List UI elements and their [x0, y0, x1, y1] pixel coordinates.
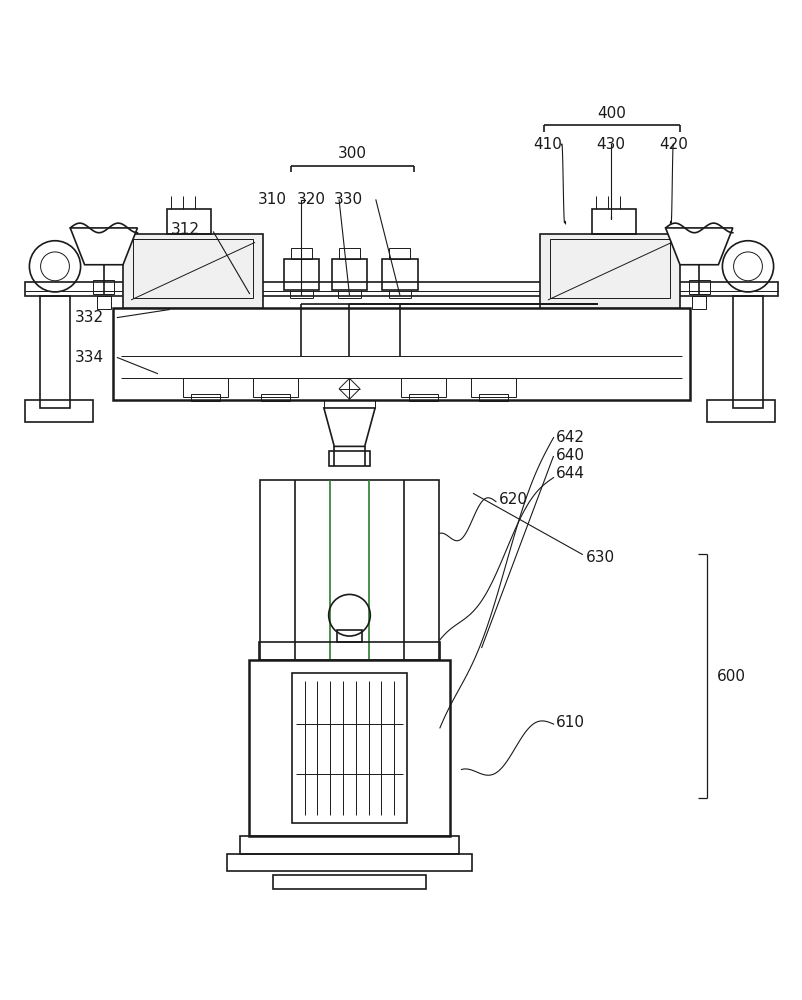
Text: 400: 400: [597, 106, 626, 121]
Bar: [408, 394, 437, 401]
Bar: [26, 400, 93, 422]
Bar: [259, 642, 439, 660]
Text: 620: 620: [499, 492, 528, 508]
Bar: [260, 480, 439, 672]
Bar: [336, 630, 362, 642]
Bar: [240, 836, 459, 854]
Text: 610: 610: [555, 715, 584, 730]
Text: 320: 320: [296, 192, 325, 207]
Bar: [691, 296, 706, 309]
Bar: [167, 209, 211, 234]
Bar: [479, 394, 508, 401]
Polygon shape: [70, 228, 137, 265]
Text: 310: 310: [257, 192, 286, 207]
Text: 430: 430: [596, 137, 625, 152]
Text: 644: 644: [555, 466, 584, 481]
Text: 600: 600: [716, 669, 745, 684]
Bar: [471, 378, 516, 397]
Bar: [338, 248, 359, 259]
Bar: [123, 234, 263, 308]
Bar: [707, 400, 774, 422]
Bar: [183, 378, 228, 397]
Text: 640: 640: [555, 448, 584, 463]
Polygon shape: [665, 228, 732, 265]
Bar: [323, 400, 375, 408]
Bar: [227, 854, 472, 871]
Bar: [732, 296, 762, 408]
Text: 332: 332: [75, 310, 103, 325]
Text: 420: 420: [658, 137, 687, 152]
Text: 300: 300: [338, 146, 367, 161]
Bar: [688, 280, 709, 294]
Bar: [113, 308, 689, 400]
Bar: [132, 239, 253, 298]
Bar: [290, 248, 311, 259]
Bar: [400, 378, 445, 397]
Bar: [249, 660, 449, 836]
Bar: [26, 282, 776, 296]
Bar: [253, 378, 298, 397]
Text: 642: 642: [555, 430, 584, 445]
Bar: [291, 673, 407, 823]
Text: 312: 312: [171, 222, 200, 237]
Bar: [284, 259, 318, 290]
Bar: [96, 296, 111, 309]
Bar: [273, 875, 425, 889]
Bar: [191, 394, 220, 401]
Text: 334: 334: [75, 350, 103, 365]
Polygon shape: [323, 408, 375, 446]
Text: 410: 410: [533, 137, 561, 152]
Bar: [591, 209, 635, 234]
Text: 630: 630: [585, 550, 614, 565]
Bar: [382, 259, 417, 290]
Bar: [539, 234, 679, 308]
Bar: [389, 248, 410, 259]
Bar: [40, 296, 70, 408]
Polygon shape: [338, 378, 359, 399]
Bar: [261, 394, 290, 401]
Bar: [93, 280, 114, 294]
Bar: [549, 239, 670, 298]
Bar: [331, 259, 367, 290]
Bar: [328, 451, 370, 466]
Text: 330: 330: [334, 192, 363, 207]
